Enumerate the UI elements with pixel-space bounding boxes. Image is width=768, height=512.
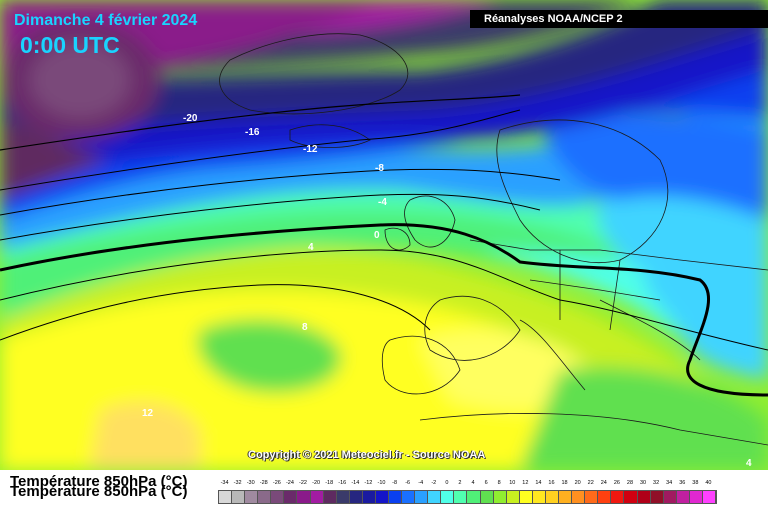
data-source-label: Réanalyses NOAA/NCEP 2	[470, 10, 768, 28]
legend-value-label: -28	[259, 480, 268, 486]
legend-color-swatch	[362, 491, 376, 503]
isotherm-lines	[0, 94, 768, 397]
legend-value-label: 34	[666, 480, 673, 486]
legend-value-label: -32	[233, 480, 242, 486]
legend-value-label: 8	[497, 480, 501, 486]
legend-color-swatch	[650, 491, 664, 503]
legend-value-label: 30	[639, 480, 647, 486]
isotherm-labels: -20 -16 -12 -8 -4 0 4 8 12 4	[142, 113, 752, 469]
isotherm-label: -4	[378, 197, 387, 208]
isotherm-label: -12	[303, 144, 318, 155]
legend-value-label: 12	[522, 480, 529, 486]
legend-value-label: 22	[587, 480, 594, 486]
legend-value-label: 0	[445, 480, 449, 486]
legend-color-swatch	[637, 491, 651, 503]
legend-value-label: 2	[458, 480, 462, 486]
legend-color-swatch	[454, 491, 468, 503]
legend-color-swatch	[532, 491, 546, 503]
isotherm-label: -20	[183, 113, 198, 124]
legend-color-swatch	[232, 491, 246, 503]
legend-color-swatch	[428, 491, 442, 503]
legend-value-label: 36	[679, 480, 686, 486]
map-date: Dimanche 4 février 2024	[14, 12, 198, 29]
legend-value-label: -16	[338, 480, 347, 486]
isotherm-label: -8	[375, 163, 384, 174]
legend-value-label: 26	[613, 480, 620, 486]
legend-color-swatch	[506, 491, 520, 503]
legend-value-label: -12	[364, 480, 373, 486]
legend-value-label: 14	[535, 480, 542, 486]
legend-color-swatch	[545, 491, 560, 503]
legend-color-swatch	[611, 491, 625, 503]
legend-color-swatch	[310, 491, 324, 503]
legend-color-swatch	[676, 491, 690, 503]
legend-value-label: 38	[692, 480, 699, 486]
isotherm-label: 12	[142, 408, 154, 419]
legend-value-label: -4	[418, 480, 424, 486]
legend-color-swatch	[349, 491, 363, 503]
legend-value-label: -2	[431, 480, 437, 486]
legend-color-swatch	[441, 491, 455, 503]
legend-value-label: -34	[220, 480, 229, 486]
legend-color-swatch	[219, 491, 233, 503]
legend-color-swatch	[336, 491, 350, 503]
legend-color-swatch	[271, 491, 285, 503]
legend-value-label: -18	[325, 480, 334, 486]
legend-value-label: 32	[653, 480, 660, 486]
coastlines	[219, 33, 768, 446]
temperature-850hpa-map: -20 -16 -12 -8 -4 0 4 8 12 4	[0, 0, 768, 470]
copyright-notice: Copyright © 2021 Meteociel.fr - Source N…	[248, 449, 486, 461]
legend-color-swatch	[663, 491, 677, 503]
legend-value-label: -8	[392, 480, 397, 486]
isotherm-label: 8	[302, 322, 308, 333]
legend-value-label: -22	[299, 480, 307, 486]
legend-color-swatch	[519, 491, 533, 503]
legend-color-swatch	[389, 491, 403, 503]
legend-value-label: -26	[272, 480, 281, 486]
legend-color-swatch	[258, 491, 272, 503]
legend-color-swatch	[467, 491, 481, 503]
legend-color-swatch	[585, 491, 599, 503]
isotherm-label: -16	[245, 127, 260, 138]
legend-color-swatch	[624, 491, 638, 503]
isotherm-label: 4	[746, 458, 752, 469]
legend-value-label: -14	[351, 480, 360, 486]
legend-value-label: -24	[285, 480, 294, 486]
legend-color-swatch	[402, 491, 416, 503]
legend-value-label: 40	[705, 480, 712, 486]
legend-color-swatch	[284, 491, 298, 503]
legend-value-label: -6	[405, 480, 411, 486]
isotherm-label: 0	[374, 230, 380, 241]
legend-color-swatch	[297, 491, 311, 503]
legend-color-swatch	[598, 491, 612, 503]
legend-color-swatch	[415, 491, 429, 503]
legend-value-label: 6	[484, 480, 488, 486]
legend-color-swatch	[323, 491, 337, 503]
isotherm-label: 4	[308, 242, 314, 253]
legend-color-swatch	[559, 491, 573, 503]
legend-value-label: 10	[509, 480, 516, 486]
legend-title-echo: Température 850hPa (°C)	[10, 483, 188, 500]
legend-title: Température 850hPa (°C)	[10, 473, 188, 490]
legend-color-swatch	[493, 491, 507, 503]
legend-color-swatch	[572, 491, 586, 503]
legend-color-swatch	[375, 491, 390, 503]
legend-color-scale	[218, 490, 717, 504]
legend-color-swatch	[245, 491, 259, 503]
legend-value-label: -30	[246, 480, 255, 486]
legend-color-swatch	[702, 491, 716, 503]
legend-value-label: -10	[377, 480, 386, 486]
legend-value-label: 28	[626, 480, 634, 486]
legend-value-label: 20	[574, 480, 581, 486]
legend-color-swatch	[480, 491, 494, 503]
legend-value-label: 18	[561, 480, 568, 486]
map-time: 0:00 UTC	[20, 32, 120, 58]
legend-value-label: 16	[548, 480, 555, 486]
legend-value-label: 24	[600, 480, 607, 486]
legend-color-swatch	[689, 491, 703, 503]
legend-value-label: -20	[312, 480, 321, 486]
legend-scale-labels: -34 -32 -30 -28 -26 -24 -22 -20 -18 -16 -14 -12 -10-…	[218, 480, 715, 486]
legend-value-label: 4	[471, 480, 475, 486]
